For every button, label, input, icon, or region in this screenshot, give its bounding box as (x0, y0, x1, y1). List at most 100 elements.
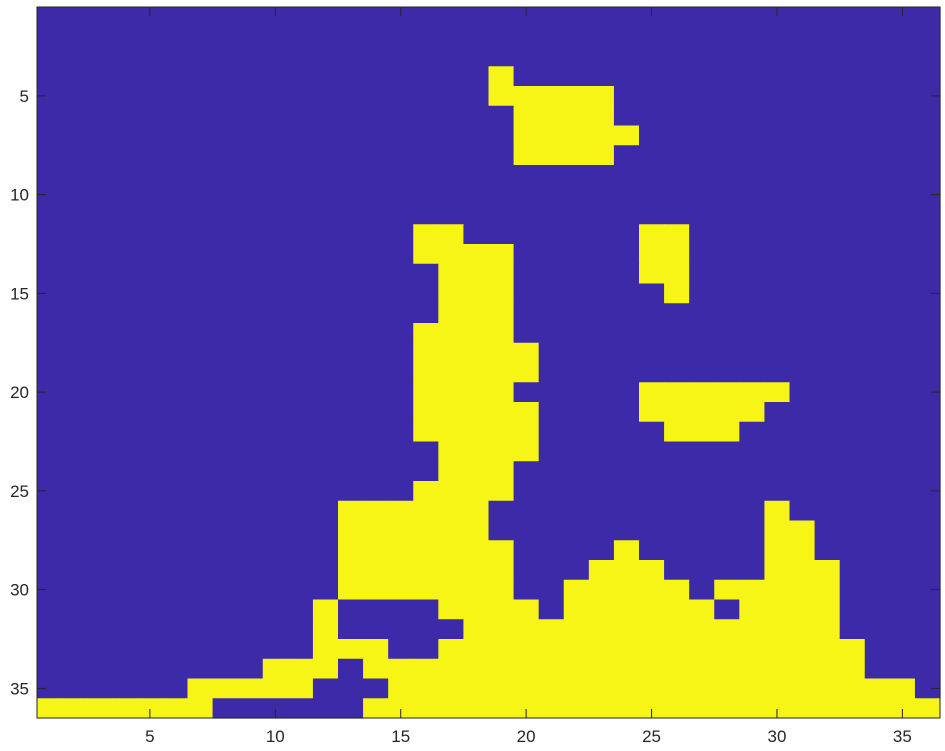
heatmap-cell (789, 421, 816, 443)
heatmap-cell (488, 639, 515, 660)
heatmap-cell (287, 342, 314, 364)
heatmap-cell (588, 244, 615, 265)
heatmap-cell (814, 520, 841, 541)
heatmap-cell (137, 619, 164, 640)
heatmap-cell (814, 678, 841, 699)
heatmap-cell (87, 204, 113, 225)
heatmap-cell (237, 619, 264, 640)
heatmap-cell (538, 7, 565, 28)
heatmap-cell (137, 204, 164, 225)
heatmap-cell (363, 362, 389, 383)
heatmap-cell (388, 125, 414, 146)
heatmap-cell (237, 560, 264, 581)
heatmap-cell (37, 263, 63, 285)
heatmap-cell (62, 421, 88, 443)
heatmap-cell (739, 184, 766, 206)
heatmap-cell (62, 500, 88, 522)
heatmap-cell (889, 481, 916, 502)
heatmap-cell (613, 342, 640, 364)
heatmap-cell (137, 362, 164, 383)
heatmap-cell (62, 362, 88, 383)
heatmap-cell (513, 204, 540, 225)
heatmap-cell (413, 421, 439, 443)
heatmap-cell (212, 481, 239, 502)
heatmap-cell (789, 579, 816, 601)
heatmap-cell (639, 441, 665, 462)
heatmap-cell (664, 560, 690, 581)
heatmap-cell (739, 520, 766, 541)
heatmap-cell (237, 165, 264, 186)
heatmap-cell (714, 165, 740, 186)
heatmap-cell (764, 402, 791, 423)
heatmap-cell (664, 520, 690, 541)
heatmap-cell (388, 283, 414, 304)
heatmap-cell (814, 86, 841, 107)
heatmap-cell (588, 323, 615, 344)
heatmap-cell (488, 461, 515, 482)
heatmap-cell (463, 323, 490, 344)
heatmap-cell (889, 461, 916, 482)
heatmap-cell (914, 560, 941, 581)
heatmap-cell (563, 441, 590, 462)
heatmap-cell (338, 441, 364, 462)
heatmap-cell (664, 66, 690, 87)
heatmap-cell (588, 599, 615, 620)
heatmap-cell (689, 105, 715, 127)
heatmap-cell (262, 184, 289, 206)
heatmap-cell (137, 165, 164, 186)
heatmap-cell (639, 481, 665, 502)
heatmap-cell (864, 224, 891, 245)
heatmap-cell (689, 520, 715, 541)
heatmap-cell (664, 323, 690, 344)
heatmap-cell (889, 560, 916, 581)
heatmap-cell (212, 402, 239, 423)
heatmap-cell (413, 145, 439, 166)
heatmap-cell (764, 658, 791, 680)
heatmap-cell (312, 619, 339, 640)
heatmap-cell (438, 658, 465, 680)
heatmap-cell (312, 461, 339, 482)
heatmap-cell (513, 105, 540, 127)
heatmap-cell (62, 145, 88, 166)
heatmap-cell (112, 323, 138, 344)
heatmap-cell (639, 619, 665, 640)
heatmap-cell (664, 461, 690, 482)
heatmap-cell (839, 323, 866, 344)
heatmap-cell (889, 599, 916, 620)
heatmap-cell (488, 441, 515, 462)
heatmap-cell (714, 46, 740, 67)
heatmap-cell (513, 441, 540, 462)
heatmap-cell (62, 520, 88, 541)
heatmap-cell (287, 323, 314, 344)
heatmap-cell (689, 342, 715, 364)
heatmap-cell (87, 461, 113, 482)
heatmap-cell (764, 283, 791, 304)
heatmap-cell (262, 382, 289, 403)
heatmap-cell (237, 105, 264, 127)
heatmap-cell (37, 145, 63, 166)
heatmap-cell (237, 283, 264, 304)
heatmap-cell (463, 481, 490, 502)
heatmap-cell (563, 26, 590, 48)
heatmap-cell (112, 342, 138, 364)
heatmap-cell (187, 678, 214, 699)
heatmap-cell (438, 421, 465, 443)
heatmap-cell (689, 540, 715, 561)
heatmap-cell (639, 263, 665, 285)
heatmap-cell (714, 421, 740, 443)
heatmap-cell (62, 26, 88, 48)
heatmap-cell (864, 382, 891, 403)
heatmap-cell (388, 105, 414, 127)
heatmap-cell (814, 658, 841, 680)
heatmap-cell (563, 540, 590, 561)
heatmap-cell (237, 402, 264, 423)
heatmap-cell (664, 283, 690, 304)
heatmap-cell (689, 263, 715, 285)
heatmap-cell (137, 66, 164, 87)
heatmap-cell (338, 461, 364, 482)
heatmap-cell (413, 698, 439, 719)
heatmap-cell (814, 105, 841, 127)
heatmap-cell (112, 204, 138, 225)
heatmap-cell (237, 540, 264, 561)
heatmap-cell (62, 579, 88, 601)
